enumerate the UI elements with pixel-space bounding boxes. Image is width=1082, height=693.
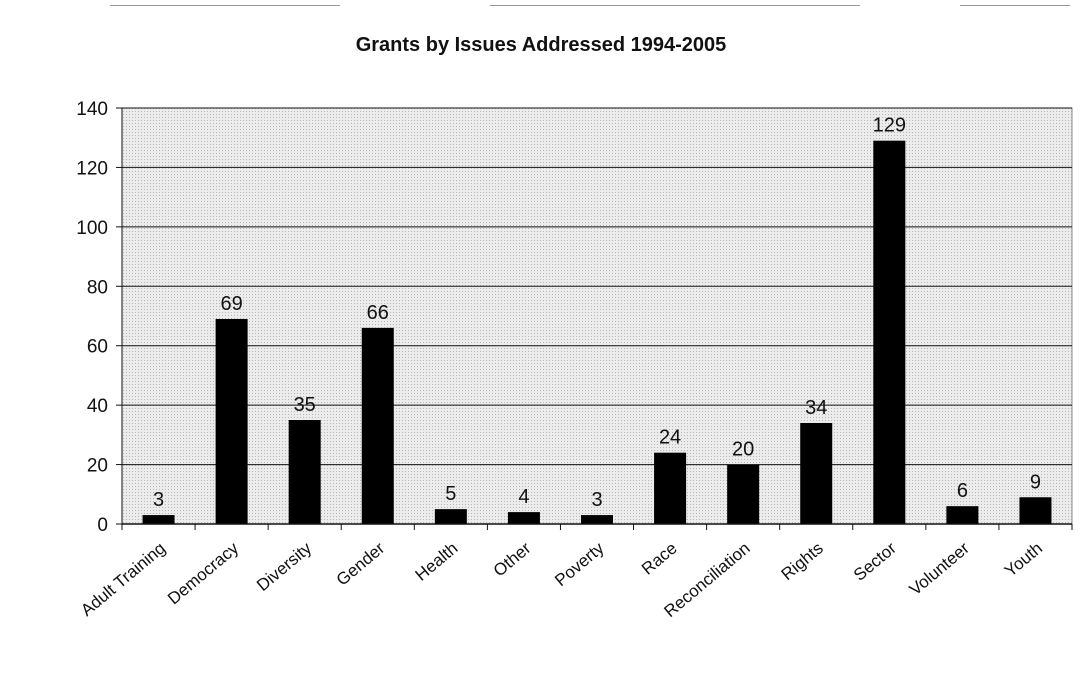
x-tick-label: Volunteer — [906, 538, 974, 599]
y-tick-label: 20 — [87, 456, 108, 477]
plot-background — [122, 108, 1072, 524]
data-label: 20 — [732, 439, 754, 461]
x-tick-label: Poverty — [551, 538, 608, 590]
x-tick-label: Adult Training — [77, 539, 169, 620]
bar — [873, 140, 906, 524]
y-tick-label: 140 — [76, 99, 108, 120]
data-label: 129 — [873, 115, 906, 137]
data-label: 34 — [805, 397, 827, 419]
x-tick-label: Gender — [333, 538, 389, 589]
y-tick-label: 120 — [76, 158, 108, 179]
bar — [654, 452, 687, 524]
x-tick-label: Diversity — [253, 538, 316, 595]
bar — [1019, 497, 1052, 524]
bar — [507, 512, 540, 524]
x-tick-label: Democracy — [164, 538, 242, 608]
bars — [142, 140, 1052, 524]
bar — [215, 318, 248, 524]
plot-area — [121, 107, 1073, 525]
x-tick-label: Race — [638, 539, 681, 579]
top-rule — [110, 5, 340, 6]
bar — [727, 464, 760, 524]
y-axis: 0 20 40 60 80 100 120 140 — [76, 99, 123, 536]
data-label: 6 — [957, 480, 968, 502]
x-tick-label: Youth — [1001, 539, 1046, 581]
data-label: 24 — [659, 427, 681, 449]
data-label: 69 — [220, 293, 242, 315]
data-label: 66 — [367, 302, 389, 324]
data-label: 9 — [1030, 471, 1041, 493]
y-tick-label: 0 — [97, 515, 108, 536]
data-label: 35 — [294, 394, 316, 416]
bar — [142, 515, 175, 524]
x-tick-label: Other — [490, 538, 535, 580]
x-tick-label: Rights — [778, 539, 827, 585]
top-rule — [490, 5, 860, 6]
chart-title: Grants by Issues Addressed 1994-2005 — [355, 34, 727, 56]
data-label: 5 — [445, 483, 456, 505]
x-tick-label: Sector — [850, 538, 900, 584]
data-label: 3 — [153, 489, 164, 511]
y-tick-label: 80 — [87, 277, 108, 298]
y-tick-label: 100 — [76, 218, 108, 239]
bar — [434, 509, 467, 524]
y-tick-label: 40 — [87, 396, 108, 417]
bar — [581, 515, 613, 524]
y-tick-label: 60 — [87, 337, 108, 358]
x-tick-label: Health — [412, 539, 462, 585]
top-rule — [960, 5, 1070, 6]
bar — [361, 327, 394, 524]
bar — [800, 422, 833, 524]
gridlines — [122, 107, 1072, 466]
data-label: 4 — [518, 486, 529, 508]
data-label: 3 — [591, 489, 602, 511]
bar — [946, 506, 979, 524]
bar — [288, 420, 321, 524]
